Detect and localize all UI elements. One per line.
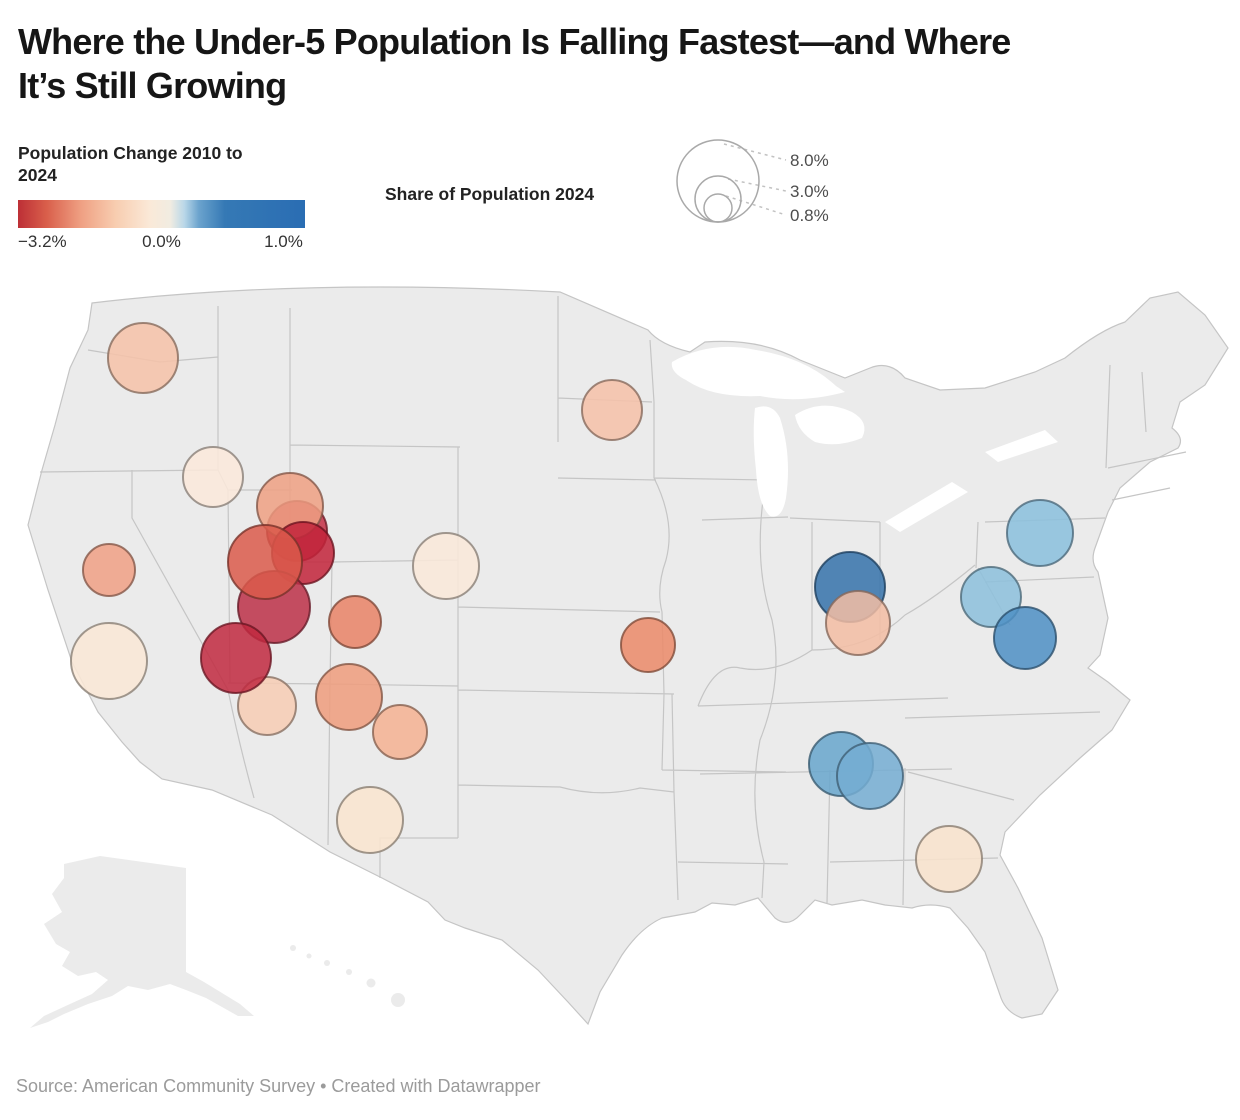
hawaii-island (306, 953, 312, 959)
population-bubble[interactable] (412, 532, 480, 600)
population-bubble[interactable] (620, 617, 676, 673)
size-legend-leader-line (727, 178, 787, 192)
population-bubble[interactable] (336, 786, 404, 854)
chart-title: Where the Under-5 Population Is Falling … (18, 20, 1208, 108)
color-gradient-bar (18, 200, 305, 228)
population-bubbles (70, 322, 1074, 893)
size-legend-label-medium: 3.0% (790, 182, 829, 201)
population-bubble[interactable] (825, 590, 891, 656)
population-bubble[interactable] (993, 606, 1057, 670)
size-legend-label-large: 8.0% (790, 151, 829, 170)
population-bubble[interactable] (315, 663, 383, 731)
size-legend-leader-line (723, 143, 787, 161)
size-legend: 8.0% 3.0% 0.8% (676, 139, 829, 225)
lake-superior (671, 346, 845, 400)
source-note: Source: American Community Survey • Crea… (16, 1076, 541, 1096)
population-bubble[interactable] (836, 742, 904, 810)
population-bubble[interactable] (960, 566, 1022, 628)
population-bubble[interactable] (82, 543, 136, 597)
alaska-shape (30, 856, 254, 1028)
size-legend-rings (676, 139, 760, 223)
population-bubble[interactable] (70, 622, 148, 700)
size-legend-ring (703, 193, 733, 223)
chart-title-line1: Where the Under-5 Population Is Falling … (18, 21, 1011, 62)
population-bubble[interactable] (107, 322, 179, 394)
hawaii-islands (290, 945, 405, 1007)
hawaii-island (290, 945, 296, 951)
population-bubble[interactable] (581, 379, 643, 441)
population-bubble[interactable] (227, 524, 303, 600)
size-legend-leader-line (725, 195, 787, 216)
color-legend: Population Change 2010 to 2024 −3.2% 0.0… (18, 142, 318, 254)
population-bubble[interactable] (328, 595, 382, 649)
color-tick-zero: 0.0% (142, 232, 181, 251)
great-lakes (671, 346, 1058, 532)
hawaii-island (324, 960, 330, 966)
chart-title-line2: It’s Still Growing (18, 65, 287, 106)
hawaii-island (391, 993, 405, 1007)
size-legend-title: Share of Population 2024 (385, 184, 595, 204)
lake-michigan (753, 406, 788, 517)
population-bubble[interactable] (372, 704, 428, 760)
lake-erie (885, 482, 968, 532)
hawaii-island (366, 978, 376, 988)
lake-huron (795, 405, 865, 445)
hawaii-island (346, 969, 352, 975)
color-tick-max: 1.0% (264, 232, 303, 251)
color-legend-ticks: −3.2% 0.0% 1.0% (18, 232, 305, 254)
population-bubble[interactable] (915, 825, 983, 893)
size-legend-ring (676, 139, 760, 223)
population-bubble[interactable] (200, 622, 272, 694)
lake-ontario (985, 430, 1058, 462)
color-legend-title: Population Change 2010 to 2024 (18, 143, 243, 185)
population-bubble[interactable] (182, 446, 244, 508)
color-tick-min: −3.2% (18, 232, 67, 251)
population-bubble[interactable] (1006, 499, 1074, 567)
population-bubble[interactable] (237, 676, 297, 736)
size-legend-label-small: 0.8% (790, 206, 829, 225)
